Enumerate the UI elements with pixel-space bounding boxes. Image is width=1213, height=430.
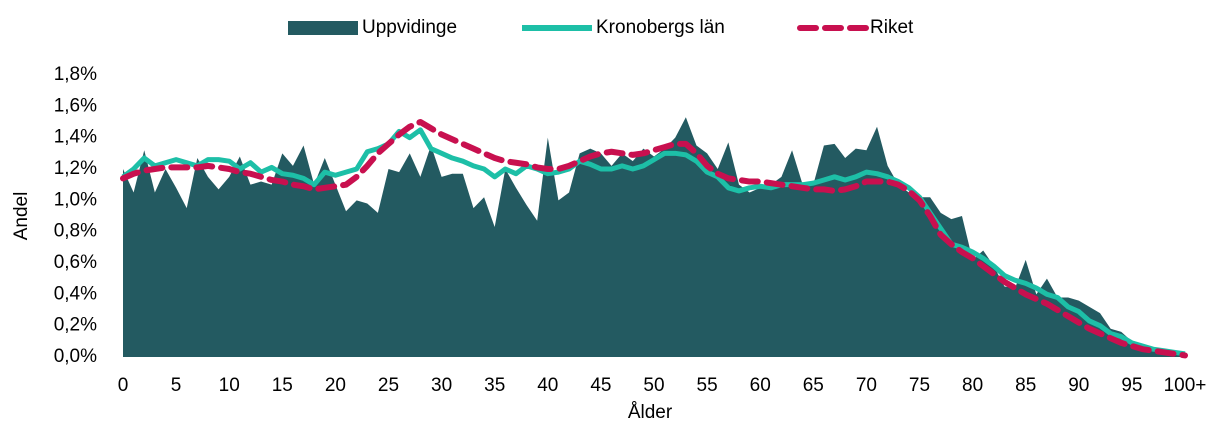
x-tick-label: 100+ [1164, 375, 1207, 396]
x-tick-label: 70 [856, 375, 877, 396]
x-tick-label: 30 [431, 375, 452, 396]
x-tick-label: 15 [272, 375, 293, 396]
x-tick-label: 75 [909, 375, 930, 396]
x-tick-label: 5 [171, 375, 182, 396]
y-tick-label: 0,8% [54, 221, 97, 242]
legend-swatch [288, 21, 358, 35]
x-tick-label: 95 [1121, 375, 1142, 396]
y-tick-label: 1,0% [54, 189, 97, 210]
x-tick-label: 85 [1015, 375, 1036, 396]
y-tick-label: 0,4% [54, 283, 97, 304]
x-tick-label: 60 [750, 375, 771, 396]
legend-label: Riket [870, 17, 914, 38]
line [121, 127, 1186, 357]
x-tick-label: 35 [484, 375, 505, 396]
x-tick-label: 20 [325, 375, 346, 396]
x-tick-label: 25 [378, 375, 399, 396]
x-tick-label: 50 [643, 375, 664, 396]
y-tick-label: 1,8% [54, 64, 97, 85]
x-axis-label: Ålder [628, 402, 673, 423]
x-tick-label: 80 [962, 375, 983, 396]
y-tick-label: 1,2% [54, 158, 97, 179]
x-tick-label: 55 [697, 375, 718, 396]
legend-label: Uppvidinge [362, 17, 457, 38]
y-tick-label: 0,0% [54, 346, 97, 367]
x-tick-label: 0 [118, 375, 129, 396]
area [123, 117, 1185, 357]
y-tick-label: 1,4% [54, 127, 97, 148]
x-tick-label: 65 [803, 375, 824, 396]
x-tick-label: 90 [1068, 375, 1089, 396]
y-tick-label: 0,2% [54, 315, 97, 336]
line [120, 119, 1188, 359]
x-tick-label: 40 [537, 375, 558, 396]
y-tick-label: 1,6% [54, 95, 97, 116]
legend-label: Kronobergs län [596, 17, 725, 38]
x-tick-label: 45 [590, 375, 611, 396]
x-tick-label: 10 [219, 375, 240, 396]
y-axis-label: Andel [11, 192, 32, 241]
y-tick-label: 0,6% [54, 252, 97, 273]
